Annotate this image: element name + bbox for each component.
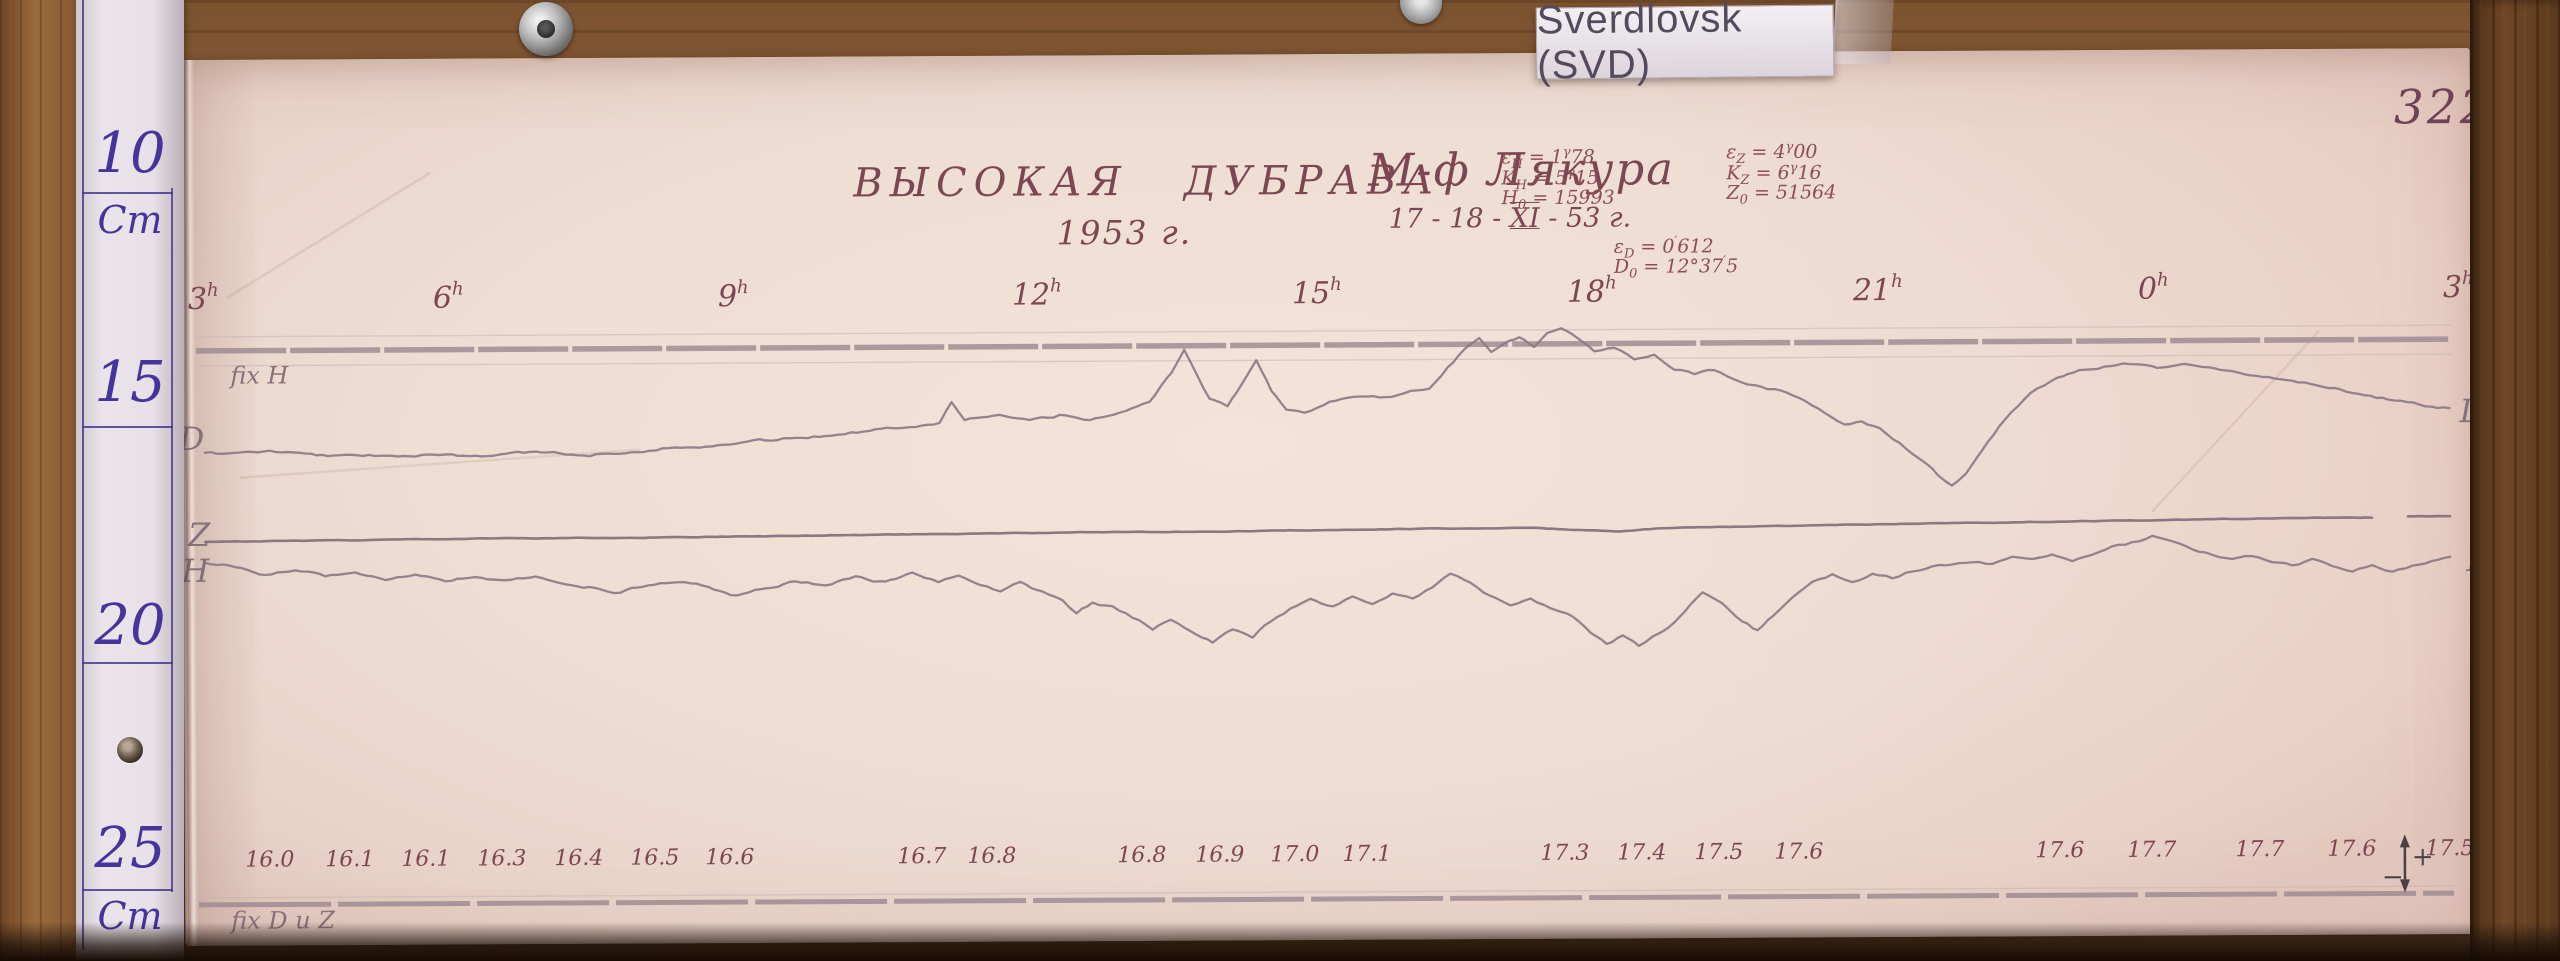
year-label: 1953 г. xyxy=(1056,212,1193,253)
temperature-value: 16.0 xyxy=(245,847,295,873)
temperature-value: 17.0 xyxy=(1270,842,1320,868)
observatory-title: ВЫСОКАЯ ДУБРАВА xyxy=(853,157,1441,207)
wood-left-board xyxy=(0,0,78,961)
temperature-value: 16.9 xyxy=(1195,842,1245,868)
hour-tick-label: 15h xyxy=(1291,273,1342,312)
ruler-number: 25 xyxy=(94,816,166,881)
temperature-value: 16.1 xyxy=(401,846,451,872)
ruler-hole xyxy=(117,737,143,763)
baseline-faint xyxy=(196,324,2452,338)
cm-ruler: 10 Cm 15 20 25 Cm xyxy=(76,0,184,961)
trace-label-h: H xyxy=(181,551,210,591)
arrow-minus-sign: − xyxy=(2381,862,2404,893)
trace-label-z: Z xyxy=(188,515,211,554)
hour-tick-label: 3h xyxy=(187,279,219,317)
temperature-value: 16.6 xyxy=(705,845,755,871)
temperature-value: 16.3 xyxy=(477,846,527,872)
scale-arrow-head-down xyxy=(2400,879,2411,893)
paper-crease xyxy=(2151,329,2321,513)
temperature-value: 17.3 xyxy=(1540,840,1590,866)
ruler-number: 20 xyxy=(94,593,166,658)
temperature-value: 17.5 xyxy=(1694,839,1744,866)
temperature-value: 17.1 xyxy=(1342,841,1392,867)
temperature-value: 16.5 xyxy=(630,845,680,871)
mounting-screw xyxy=(519,2,573,56)
temperature-value: 16.8 xyxy=(1117,842,1167,869)
baseline-fix-dz xyxy=(199,890,2455,908)
temperature-value: 17.7 xyxy=(2127,837,2177,863)
trace-d xyxy=(203,327,2451,487)
baseline-faint xyxy=(196,353,2452,367)
bottom-shadow xyxy=(0,922,2560,961)
ruler-border-right xyxy=(171,188,173,892)
ruler-number: 10 xyxy=(94,121,166,186)
temperature-value: 16.4 xyxy=(554,845,604,872)
ruler-division-line xyxy=(82,889,173,891)
scale-constant: D0 = 12°37′5 xyxy=(1613,253,1739,282)
ruler-division-line xyxy=(82,192,173,194)
trace-z xyxy=(203,516,2374,544)
ruler-border-left xyxy=(82,0,84,950)
temperature-value: 16.7 xyxy=(897,844,947,870)
station-name-text: Sverdlovsk (SVD) xyxy=(1536,0,1743,88)
temperature-value: 17.5 xyxy=(2425,836,2475,862)
hour-tick-label: 12h xyxy=(1011,275,1062,313)
temperature-value: 17.6 xyxy=(1774,839,1824,865)
ruler-division-line xyxy=(82,662,173,664)
hour-tick-label: 0h xyxy=(2137,269,2169,307)
hour-tick-label: 6h xyxy=(432,278,464,316)
glass-clamp xyxy=(1832,0,1894,64)
ruler-unit-label: Cm xyxy=(97,198,163,242)
hour-tick-label: 9h xyxy=(717,277,749,315)
temperature-value: 17.4 xyxy=(1617,840,1667,866)
baseline-fix-h xyxy=(196,336,2452,354)
temperature-value: 17.6 xyxy=(2035,838,2085,864)
ruler-number: 15 xyxy=(94,350,166,415)
trace-h xyxy=(204,534,2452,648)
baseline-faint xyxy=(199,885,2455,899)
paper-crease xyxy=(226,171,431,299)
baseline-label-fix-h: fix H xyxy=(230,361,289,390)
temperature-value: 17.7 xyxy=(2235,837,2285,863)
wood-right-board xyxy=(2470,0,2560,961)
ruler-division-line xyxy=(82,426,173,428)
hour-tick-label: 21h xyxy=(1852,270,1903,309)
station-name-label: Sverdlovsk (SVD) xyxy=(1535,0,1835,88)
date-part: 17 - 18 - xyxy=(1388,203,1510,235)
scale-constant: H0 = 15993 xyxy=(1501,186,1615,213)
scale-arrow-head-up xyxy=(2399,834,2410,848)
temperature-value: 16.1 xyxy=(325,847,375,873)
trace-z xyxy=(2406,514,2452,518)
temperature-value: 16.8 xyxy=(967,843,1017,869)
temperature-value: 17.6 xyxy=(2327,836,2377,862)
scale-constant: Z0 = 51564 xyxy=(1726,181,1837,208)
